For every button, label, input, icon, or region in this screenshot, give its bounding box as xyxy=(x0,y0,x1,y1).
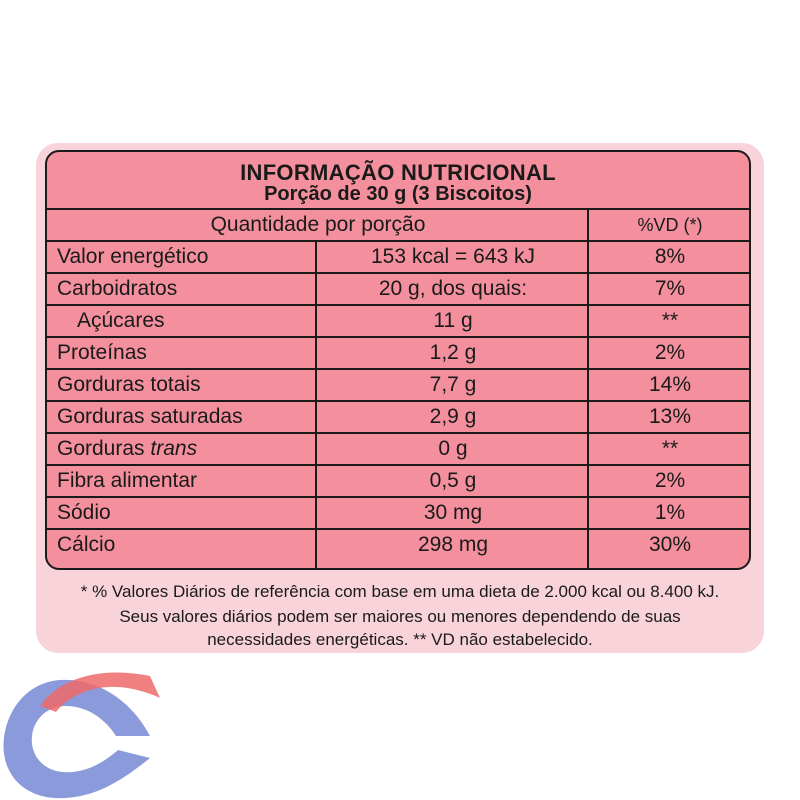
nutrient-name-regular: Gorduras xyxy=(57,437,145,460)
nutrient-amount: 7,7 g xyxy=(429,373,477,396)
nutrient-name: Cálcio xyxy=(57,533,116,556)
footnote-line-3: necessidades energéticas. ** VD não esta… xyxy=(207,630,593,649)
store-logo-icon xyxy=(3,672,160,799)
footnote-line-1: * % Valores Diários de referência com ba… xyxy=(80,582,720,601)
nutrient-name: Gorduras totais xyxy=(57,373,201,396)
nutrient-amount: 153 kcal = 643 kJ xyxy=(370,245,536,268)
nutrient-name: Valor energético xyxy=(57,245,209,268)
table-row: Sódio 30 mg 1% xyxy=(47,498,749,530)
nutrient-name: Açúcares xyxy=(77,309,165,332)
nutrient-name: Fibra alimentar xyxy=(57,469,198,492)
table-row: Açúcares 11 g ** xyxy=(47,306,749,338)
serving-size: Porção de 30 g (3 Biscoitos) xyxy=(264,183,532,205)
nutrient-amount: 0 g xyxy=(438,437,468,460)
nutrient-name: Gorduras trans xyxy=(57,437,197,461)
table-title: INFORMAÇÃO NUTRICIONAL xyxy=(240,160,556,185)
table-row: Carboidratos 20 g, dos quais: 7% xyxy=(47,274,749,306)
nutrient-dv: ** xyxy=(661,437,679,460)
nutrient-dv: 7% xyxy=(654,277,686,300)
column-header-row: Quantidade por porção %VD (*) xyxy=(47,210,749,242)
nutrient-name: Proteínas xyxy=(57,341,147,364)
table-row: Gorduras totais 7,7 g 14% xyxy=(47,370,749,402)
nutrient-dv: ** xyxy=(661,309,679,332)
nutrient-dv: 13% xyxy=(648,405,692,428)
nutrient-amount: 20 g, dos quais: xyxy=(378,277,528,300)
nutrient-name: Sódio xyxy=(57,501,111,524)
table-row: Gorduras trans 0 g ** xyxy=(47,434,749,466)
nutrient-name: Gorduras saturadas xyxy=(57,405,243,428)
table-row: Fibra alimentar 0,5 g 2% xyxy=(47,466,749,498)
nutrient-amount: 11 g xyxy=(433,309,473,332)
quantity-header: Quantidade por porção xyxy=(210,213,426,236)
nutrient-dv: 30% xyxy=(648,533,692,556)
table-row: Cálcio 298 mg 30% xyxy=(47,530,749,562)
nutrient-amount: 298 mg xyxy=(417,533,489,556)
footnote-line-2: Seus valores diários podem ser maiores o… xyxy=(119,607,681,626)
table-row: Proteínas 1,2 g 2% xyxy=(47,338,749,370)
dv-header: %VD (*) xyxy=(637,215,703,235)
nutrient-amount: 0,5 g xyxy=(429,469,477,492)
nutrient-dv: 8% xyxy=(654,245,686,268)
nutrient-amount: 30 mg xyxy=(423,501,483,524)
table-row: Gorduras saturadas 2,9 g 13% xyxy=(47,402,749,434)
nutrient-amount: 2,9 g xyxy=(429,405,477,428)
column-divider-1 xyxy=(315,242,317,568)
nutrient-name: Carboidratos xyxy=(57,277,178,300)
nutrient-dv: 14% xyxy=(648,373,692,396)
nutrition-table: INFORMAÇÃO NUTRICIONAL Porção de 30 g (3… xyxy=(45,150,751,570)
column-divider-2 xyxy=(587,210,589,568)
nutrient-name-italic: trans xyxy=(150,437,198,460)
nutrient-dv: 2% xyxy=(654,469,686,492)
nutrient-dv: 2% xyxy=(654,341,686,364)
table-row: Valor energético 153 kcal = 643 kJ 8% xyxy=(47,242,749,274)
table-header: INFORMAÇÃO NUTRICIONAL Porção de 30 g (3… xyxy=(47,152,749,210)
nutrient-amount: 1,2 g xyxy=(429,341,477,364)
nutrient-dv: 1% xyxy=(654,501,686,524)
